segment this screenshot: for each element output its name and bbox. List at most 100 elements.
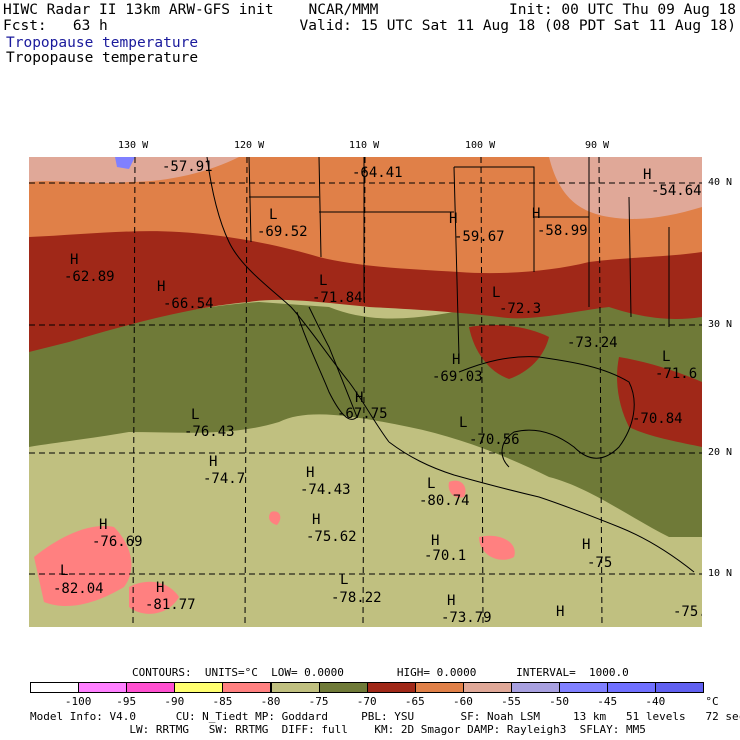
low-label: L: [427, 476, 436, 492]
high-label: H: [99, 517, 108, 533]
contours-info: CONTOURS: UNITS=°C LOW= 0.0000 HIGH= 0.0…: [132, 666, 629, 679]
low-value: -71.6: [655, 366, 698, 382]
value-label: -75.: [673, 604, 702, 620]
patch-red-texas: [469, 325, 549, 379]
low-label: L: [60, 563, 69, 579]
high-value: -75: [587, 555, 613, 571]
lon-tick-90w: 90 W: [585, 140, 610, 151]
low-value: -76.43: [184, 424, 235, 440]
lon-tick-130w: 130 W: [118, 140, 149, 151]
patch-salmon-w: [269, 511, 281, 525]
tropopause-temperature-map: -57.91 -64.41 H -54.64 L -69.52 H -59.67…: [29, 157, 702, 627]
colorbar-tick-label: -55: [501, 695, 521, 708]
low-value: -78.22: [331, 590, 382, 606]
colorbar-unit: °C: [705, 695, 719, 708]
field-title-blue: Tropopause temperature: [6, 35, 199, 51]
patch-red-east: [617, 357, 702, 447]
high-label: H: [452, 352, 461, 368]
patch-salmon-s: [129, 581, 179, 614]
lat-tick-10n: 10 N: [708, 568, 733, 579]
latlon-grid: [29, 157, 702, 627]
us-state-borders: [248, 157, 670, 358]
high-label: H: [355, 390, 364, 406]
colorbar-tick-label: -90: [164, 695, 185, 708]
valid-time: Valid: 15 UTC Sat 11 Aug 18 (08 PDT Sat …: [299, 18, 737, 34]
patch-salmon-sw: [34, 526, 132, 607]
colorbar-tick-label: -100: [64, 695, 92, 708]
low-value: -69.52: [257, 224, 308, 240]
init-time: Init: 00 UTC Thu 09 Aug 18: [509, 2, 736, 18]
high-value: -70.1: [424, 548, 467, 564]
high-label: H: [447, 593, 456, 609]
high-value: -74.7: [203, 471, 246, 487]
high-label: H: [449, 211, 458, 227]
colorbar-swatch: [174, 682, 224, 693]
colorbar-tick-label: -75: [308, 695, 329, 708]
colorbar-swatch: [222, 682, 272, 693]
colorbar-tick-label: -85: [212, 695, 233, 708]
colorbar-swatch: [30, 682, 80, 693]
lon-tick-110w: 110 W: [349, 140, 380, 151]
high-value: -74.43: [300, 482, 351, 498]
colorbar-tick-label: -60: [452, 695, 473, 708]
high-label: H: [556, 604, 565, 620]
lat-tick-20n: 20 N: [708, 447, 733, 458]
band-lavender: [115, 157, 135, 169]
low-value: -70.56: [469, 432, 520, 448]
value-label: -73.24: [567, 335, 618, 351]
run-title: HIWC Radar II 13km ARW-GFS init NCAR/MMM: [3, 2, 379, 18]
high-value: -69.03: [432, 369, 483, 385]
high-label: H: [643, 167, 652, 183]
high-label: H: [70, 252, 79, 268]
colorbar-swatch: [511, 682, 561, 693]
model-info-line2: LW: RRTMG SW: RRTMG DIFF: full KM: 2D Sm…: [30, 723, 646, 736]
high-value: -67.75: [337, 406, 388, 422]
value-label: -57.91: [162, 159, 213, 175]
colorbar-tick-label: -80: [260, 695, 281, 708]
high-label: H: [157, 279, 166, 295]
lon-tick-100w: 100 W: [465, 140, 496, 151]
value-label: -70.84: [632, 411, 683, 427]
low-label: L: [191, 407, 200, 423]
low-value: -80.74: [419, 493, 470, 509]
us-west-coast: [206, 157, 390, 443]
colorbar-tick-label: -70: [356, 695, 377, 708]
high-value: -59.67: [454, 229, 505, 245]
low-label: L: [662, 349, 671, 365]
band-pale-pink: [29, 157, 702, 219]
colorbar-swatch: [462, 682, 512, 693]
mexico-west-coast: [388, 441, 695, 573]
high-label: H: [156, 580, 165, 596]
high-value: -75.62: [306, 529, 357, 545]
patch-salmon-c2: [479, 535, 515, 560]
baja-peninsula: [296, 306, 358, 420]
forecast-hour: Fcst: 63 h: [3, 18, 108, 34]
lat-tick-30n: 30 N: [708, 319, 733, 330]
band-dark-red: [29, 229, 702, 352]
low-label: L: [492, 285, 501, 301]
low-label: L: [269, 207, 278, 223]
high-label: H: [306, 465, 315, 481]
field-title-black: Tropopause temperature: [6, 50, 199, 66]
colorbar-tick-label: -65: [404, 695, 425, 708]
high-value: -76.69: [92, 534, 143, 550]
high-label: H: [312, 512, 321, 528]
value-label: -64.41: [352, 165, 403, 181]
colorbar-tick-label: -95: [116, 695, 137, 708]
high-label: H: [209, 454, 218, 470]
colorbar-swatch: [270, 682, 320, 693]
low-label: L: [340, 572, 349, 588]
high-value: -81.77: [145, 597, 196, 613]
high-label: H: [431, 533, 440, 549]
low-label: L: [319, 273, 328, 289]
colorbar-tick-label: -40: [645, 695, 666, 708]
colorbar-swatch: [366, 682, 416, 693]
colorbar-swatch: [126, 682, 176, 693]
low-value: -82.04: [53, 581, 104, 597]
colorbar-swatch: [655, 682, 705, 693]
high-label: H: [582, 537, 591, 553]
high-value: -58.99: [537, 223, 588, 239]
coastline-svg: [206, 157, 695, 573]
colorbar-swatch: [607, 682, 657, 693]
colorbar-swatch: [559, 682, 609, 693]
